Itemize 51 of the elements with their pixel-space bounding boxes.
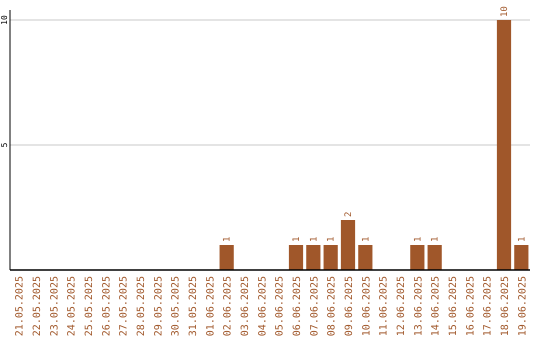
x-tick-label: 06.06.2025 bbox=[292, 276, 303, 336]
x-tick-label: 05.06.2025 bbox=[274, 276, 286, 336]
bar bbox=[288, 245, 304, 270]
data-label: 1 bbox=[517, 236, 528, 242]
x-tick-label: 24.05.2025 bbox=[66, 276, 78, 336]
x-tick-label: 25.05.2025 bbox=[84, 276, 95, 336]
x-tick-label: 31.05.2025 bbox=[188, 276, 199, 336]
x-tick-label: 07.06.2025 bbox=[309, 276, 320, 336]
x-tick-label: 17.06.2025 bbox=[482, 276, 494, 336]
x-tick-label: 13.06.2025 bbox=[413, 276, 424, 336]
x-tick-label: 10.06.2025 bbox=[361, 276, 372, 336]
bar bbox=[428, 245, 442, 270]
x-tick-label: 16.06.2025 bbox=[465, 276, 476, 336]
x-tick-label: 01.06.2025 bbox=[205, 276, 216, 336]
x-tick-label: 30.05.2025 bbox=[170, 276, 182, 336]
data-label: 1 bbox=[222, 236, 233, 242]
data-label: 1 bbox=[430, 236, 441, 242]
bar bbox=[514, 245, 528, 270]
x-tick-label: 29.05.2025 bbox=[153, 276, 164, 336]
bar bbox=[220, 245, 234, 270]
bar bbox=[306, 245, 320, 270]
x-tick-label: 19.06.2025 bbox=[517, 276, 528, 336]
data-label: 1 bbox=[292, 236, 302, 242]
x-tick-label: 15.06.2025 bbox=[448, 276, 459, 336]
x-tick-label: 03.06.2025 bbox=[240, 276, 251, 336]
x-tick-label: 23.05.2025 bbox=[49, 276, 60, 336]
x-tick-label: 26.05.2025 bbox=[101, 276, 112, 336]
x-tick-label: 11.06.2025 bbox=[378, 276, 390, 336]
x-tick-label: 12.06.2025 bbox=[396, 276, 407, 336]
data-label: 2 bbox=[344, 212, 354, 217]
bar bbox=[496, 20, 512, 270]
x-tick-label: 18.06.2025 bbox=[500, 276, 511, 336]
x-tick-label: 22.05.2025 bbox=[32, 276, 43, 336]
x-tick-label: 02.06.2025 bbox=[222, 276, 234, 336]
x-tick-label: 21.05.2025 bbox=[14, 276, 26, 336]
data-label: 1 bbox=[309, 236, 320, 242]
data-label: 10 bbox=[500, 6, 510, 17]
x-tick-label: 08.06.2025 bbox=[326, 276, 338, 336]
data-label: 1 bbox=[413, 236, 424, 242]
bar bbox=[410, 245, 424, 270]
x-tick-label: 27.05.2025 bbox=[118, 276, 130, 336]
x-tick-label: 04.06.2025 bbox=[257, 276, 268, 336]
bar bbox=[358, 245, 372, 270]
y-tick-label: 5 bbox=[0, 142, 9, 148]
data-label: 1 bbox=[361, 236, 372, 242]
x-tick-label: 28.05.2025 bbox=[136, 276, 147, 336]
x-tick-label: 14.06.2025 bbox=[430, 276, 442, 336]
bar bbox=[324, 245, 338, 270]
bar bbox=[340, 220, 356, 270]
data-label: 1 bbox=[326, 236, 337, 242]
x-tick-label: 09.06.2025 bbox=[344, 276, 355, 336]
